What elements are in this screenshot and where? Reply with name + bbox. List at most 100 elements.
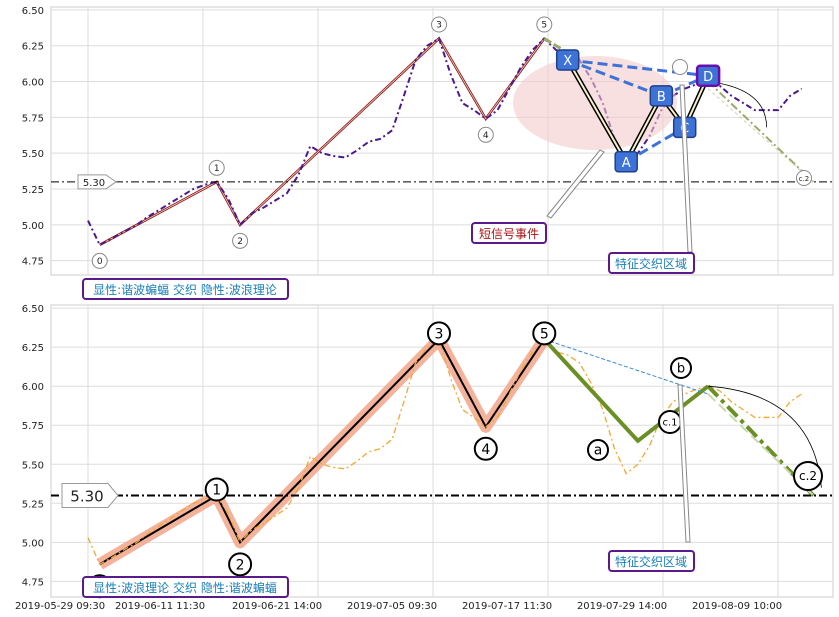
harmonic-dashed-line bbox=[567, 58, 662, 98]
wave-point-circle bbox=[228, 552, 253, 577]
wave-point-label: 2 bbox=[236, 557, 245, 573]
y-tick-label: 6.25 bbox=[22, 343, 44, 354]
wave-point-label: 3 bbox=[436, 21, 442, 31]
projection-line bbox=[544, 338, 709, 395]
wave-point-circle bbox=[477, 126, 494, 143]
correction-point-label: a bbox=[594, 443, 603, 459]
y-tick-label: 5.25 bbox=[22, 185, 44, 196]
harmonic-point-label: A bbox=[622, 156, 631, 171]
harmonic-point-box bbox=[555, 49, 580, 71]
annotation-box bbox=[471, 222, 547, 244]
reference-label: 5.30 bbox=[70, 488, 103, 506]
y-tick-label: 5.75 bbox=[22, 421, 44, 432]
wave-point-label: 5 bbox=[541, 21, 547, 31]
top-series bbox=[87, 36, 803, 247]
x-tick-label: 2019-07-17 11:30 bbox=[462, 601, 552, 612]
x-tick-label: 2019-06-11 11:30 bbox=[115, 601, 205, 612]
legend-text: 显性:波浪理论 交织 隐性:谐波蝙蝠 bbox=[93, 580, 277, 595]
x-tick-label: 2019-07-05 09:30 bbox=[347, 601, 437, 612]
y-tick-label: 4.75 bbox=[22, 257, 44, 268]
y-tick-label: 6.25 bbox=[22, 42, 44, 53]
y-tick-label: 5.25 bbox=[22, 499, 44, 510]
correction-point-circle bbox=[793, 461, 823, 491]
y-tick-label: 6.00 bbox=[22, 78, 44, 89]
wave-point-circle bbox=[532, 321, 557, 346]
harmonic-point-box bbox=[649, 85, 674, 107]
x-tick-label: 2019-05-29 09:30 bbox=[15, 601, 105, 612]
wave-point-circle bbox=[427, 321, 451, 346]
bottom-yticks: 6.50 6.25 6.00 5.75 5.50 5.25 5.00 4.75 bbox=[22, 304, 44, 588]
harmonic-point-label: D bbox=[703, 70, 713, 85]
wave-point-circle bbox=[473, 436, 498, 461]
annotation-pointer bbox=[679, 84, 693, 253]
harmonic-point-box bbox=[614, 151, 638, 173]
annotation-label: 特征交织区域 bbox=[615, 554, 687, 569]
legend-box bbox=[82, 576, 289, 598]
reference-label-arrow bbox=[77, 174, 117, 190]
wave-point-label: 4 bbox=[483, 131, 489, 141]
x-tick-label: 2019-07-29 14:00 bbox=[577, 601, 667, 612]
bottom-panel: 6.506.256.005.755.505.255.004.75 5.30012… bbox=[22, 304, 834, 599]
harmonic-dashed-line bbox=[625, 126, 686, 164]
wave-point-circle bbox=[431, 16, 447, 33]
wave-point-circle bbox=[208, 159, 225, 176]
wave-point-label: 5 bbox=[540, 326, 549, 342]
wave-point-label: 0 bbox=[97, 257, 103, 267]
annotation-pointer bbox=[546, 149, 605, 219]
wave-point-circle bbox=[536, 16, 553, 33]
wave-point-label: 2 bbox=[237, 237, 243, 247]
reference-label: 5.30 bbox=[83, 178, 105, 189]
y-tick-label: 6.00 bbox=[22, 382, 44, 393]
wave-line-inner bbox=[99, 37, 545, 246]
y-tick-label: 5.50 bbox=[22, 149, 44, 160]
top-plot-area bbox=[50, 6, 834, 276]
harmonic-point-label: X bbox=[563, 54, 572, 69]
wave-point-label: c.2 bbox=[799, 175, 810, 183]
annotation-box bbox=[608, 550, 695, 572]
top-panel: 6.50 6.25 6.00 5.75 5.50 5.25 5.00 4.75 5.30 X A B… bbox=[22, 6, 834, 300]
wave-point-circle bbox=[672, 59, 688, 75]
y-tick-label: 4.75 bbox=[22, 577, 44, 588]
annotation-box bbox=[608, 252, 695, 274]
y-tick-label: 5.00 bbox=[22, 221, 44, 232]
wave-point-label: 1 bbox=[214, 164, 220, 174]
correction-path bbox=[542, 337, 710, 444]
y-tick-label: 6.50 bbox=[22, 304, 44, 315]
legend-text: 显性:谐波蝙蝠 交织 隐性:波浪理论 bbox=[93, 282, 277, 297]
y-tick-label: 5.75 bbox=[22, 113, 44, 124]
legend-box bbox=[82, 278, 289, 300]
x-tick-label: 2019-08-09 10:00 bbox=[692, 601, 782, 612]
price-series bbox=[87, 37, 803, 247]
y-tick-label: 5.00 bbox=[22, 538, 44, 549]
harmonic-point-label: B bbox=[657, 90, 666, 105]
correction-point-circle bbox=[670, 357, 692, 379]
wave-point-circle bbox=[232, 232, 249, 249]
top-grid bbox=[51, 7, 833, 275]
x-tick-label: 2019-06-21 14:00 bbox=[232, 601, 322, 612]
harmonic-dashed-line bbox=[567, 58, 709, 78]
wave-point-circle bbox=[796, 170, 812, 186]
y-tick-label: 5.50 bbox=[22, 460, 44, 471]
correction-point-label: c.2 bbox=[799, 469, 817, 483]
correction-point-label: c.1 bbox=[662, 417, 677, 428]
wave-line bbox=[99, 337, 546, 566]
correction-point-label: b bbox=[677, 361, 685, 376]
wave-point-circle bbox=[91, 252, 108, 269]
y-tick-label: 6.50 bbox=[22, 6, 44, 17]
correction-projection bbox=[706, 384, 815, 497]
x-tick-labels: 2019-05-29 09:30 2019-06-11 11:30 2019-06-… bbox=[15, 601, 782, 612]
annotation-pointer bbox=[677, 384, 691, 543]
annotation-label: 特征交织区域 bbox=[615, 256, 687, 271]
wave-point-label: 3 bbox=[435, 326, 444, 342]
wave-point-label: 4 bbox=[481, 442, 490, 458]
correction-point-circle bbox=[587, 439, 609, 461]
wave-point-circle bbox=[204, 477, 229, 502]
reference-label-arrow bbox=[61, 483, 119, 509]
annotation-label: 短信号事件 bbox=[479, 227, 539, 241]
wave-point-label: 1 bbox=[212, 483, 221, 499]
top-yticks: 6.50 6.25 6.00 5.75 5.50 5.25 5.00 4.75 bbox=[22, 6, 44, 268]
harmonic-point-box bbox=[695, 64, 721, 88]
